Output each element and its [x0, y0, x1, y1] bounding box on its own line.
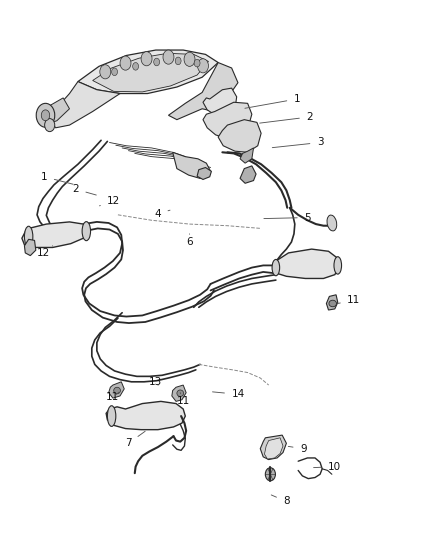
Circle shape [154, 58, 159, 66]
Polygon shape [197, 167, 212, 180]
Circle shape [45, 118, 55, 132]
Circle shape [198, 59, 208, 73]
Text: 13: 13 [148, 377, 162, 387]
Polygon shape [326, 295, 338, 310]
Polygon shape [25, 239, 36, 256]
Circle shape [41, 110, 49, 121]
Circle shape [112, 68, 117, 76]
Text: 9: 9 [288, 443, 307, 454]
Polygon shape [106, 401, 185, 430]
Text: 3: 3 [272, 138, 323, 148]
Circle shape [184, 52, 195, 66]
Text: 11: 11 [177, 393, 190, 406]
Circle shape [100, 64, 111, 79]
Polygon shape [22, 222, 88, 247]
Polygon shape [260, 435, 286, 459]
Ellipse shape [329, 300, 336, 307]
Polygon shape [240, 166, 256, 183]
Circle shape [120, 56, 131, 70]
Circle shape [133, 62, 138, 70]
Text: 14: 14 [212, 389, 244, 399]
Text: 1: 1 [245, 94, 300, 108]
Polygon shape [203, 102, 252, 139]
Ellipse shape [114, 387, 120, 394]
Ellipse shape [107, 406, 116, 426]
Text: 2: 2 [260, 112, 313, 123]
Polygon shape [172, 385, 186, 401]
Ellipse shape [327, 215, 337, 231]
Text: 11: 11 [338, 295, 360, 305]
Ellipse shape [25, 226, 33, 247]
Text: 11: 11 [106, 392, 120, 402]
Text: 1: 1 [41, 172, 73, 184]
Polygon shape [109, 382, 124, 398]
Text: 4: 4 [155, 209, 170, 219]
Text: 5: 5 [264, 213, 311, 223]
Polygon shape [218, 119, 261, 152]
Circle shape [141, 52, 152, 66]
Circle shape [265, 468, 276, 481]
Polygon shape [173, 152, 211, 179]
Polygon shape [93, 53, 208, 92]
Ellipse shape [82, 222, 91, 241]
Circle shape [194, 59, 200, 67]
Text: 12: 12 [99, 196, 120, 206]
Text: 8: 8 [271, 495, 290, 506]
Polygon shape [49, 82, 120, 128]
Polygon shape [240, 148, 254, 163]
Polygon shape [78, 50, 218, 94]
Ellipse shape [334, 257, 342, 274]
Polygon shape [265, 438, 283, 459]
Polygon shape [169, 62, 238, 119]
Ellipse shape [177, 390, 184, 397]
Circle shape [36, 103, 55, 127]
Text: 6: 6 [186, 234, 193, 247]
Polygon shape [37, 98, 70, 125]
Circle shape [163, 50, 174, 64]
Text: 2: 2 [73, 184, 96, 195]
Ellipse shape [272, 260, 279, 276]
Text: 7: 7 [125, 431, 145, 448]
Text: 12: 12 [36, 246, 53, 258]
Polygon shape [203, 88, 237, 115]
Text: 10: 10 [314, 462, 341, 472]
Circle shape [175, 57, 181, 64]
Polygon shape [273, 249, 339, 278]
